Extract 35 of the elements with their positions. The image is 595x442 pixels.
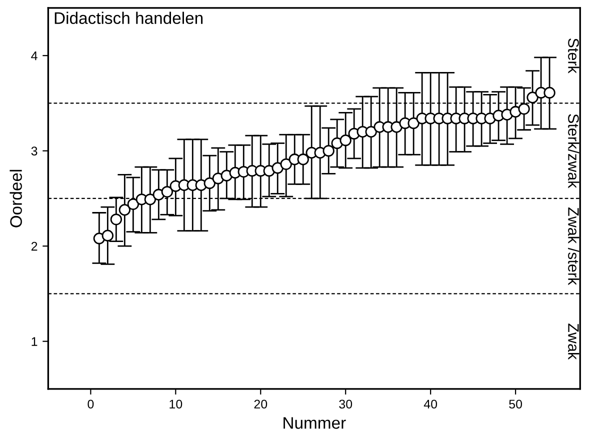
- x-tick-label: 40: [424, 400, 438, 409]
- y-tick-label: 3: [31, 146, 38, 156]
- y-tick-label: 4: [31, 52, 38, 60]
- point: [518, 103, 530, 115]
- annotation: Sterk/zwak: [568, 114, 580, 188]
- x-tick-label: 10: [170, 400, 182, 409]
- point: [118, 204, 131, 216]
- point: [322, 144, 334, 157]
- point: [365, 126, 377, 138]
- annotation: Sterk: [568, 38, 580, 74]
- point: [297, 154, 309, 166]
- chart-title: Didactisch handelen: [54, 12, 203, 24]
- x-tick-label: 0: [88, 400, 94, 409]
- y-tick-label: 2: [31, 242, 38, 251]
- point: [340, 134, 352, 146]
- point: [144, 194, 156, 206]
- x-tick-label: 20: [254, 400, 268, 409]
- point: [272, 162, 284, 174]
- point: [110, 214, 122, 226]
- point: [204, 177, 216, 190]
- y-tick-label: 1: [32, 337, 38, 346]
- point: [127, 198, 140, 210]
- x-axis-title: Nummer: [284, 417, 346, 429]
- x-tick-label: 30: [339, 400, 352, 409]
- point: [526, 92, 538, 104]
- x-tick-label: 50: [509, 400, 522, 409]
- point: [544, 86, 556, 99]
- annotation: Zwak: [568, 324, 580, 360]
- point: [102, 230, 114, 242]
- point: [390, 121, 402, 133]
- point: [408, 117, 420, 130]
- point: [161, 186, 173, 198]
- y-axis-title: Oordeel: [10, 170, 22, 228]
- point: [280, 158, 292, 170]
- annotation: Zwak /sterk: [568, 208, 580, 286]
